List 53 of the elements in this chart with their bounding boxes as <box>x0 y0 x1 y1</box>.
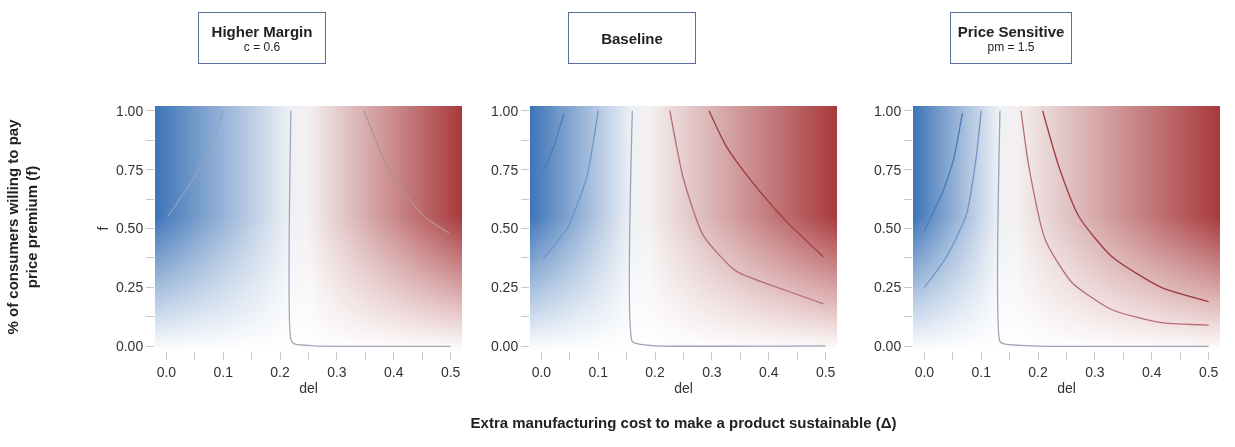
y-axis-title: f <box>94 226 111 231</box>
x-axis-title: del <box>674 380 693 397</box>
y-tick-label: 0.00 <box>873 338 902 355</box>
line-series <box>1020 110 1210 326</box>
chart-title: Baseline <box>600 29 664 47</box>
y-tick-label: 1.00 <box>490 102 519 119</box>
x-tick-label: 0.4 <box>1142 363 1162 380</box>
x-tick-label: 0.3 <box>327 363 347 380</box>
chart-title: Price Sensitive <box>956 22 1066 40</box>
x-tick-label: 0.1 <box>213 363 234 380</box>
x-tick-label: 0.1 <box>971 363 992 380</box>
y-tick-label: 0.75 <box>873 161 902 178</box>
chart-subtitle: c = 0.6 <box>243 39 281 54</box>
y-tick-label: 0.00 <box>490 338 519 355</box>
line-series <box>923 110 982 289</box>
line-series <box>669 110 825 305</box>
y-tick-label: 0.75 <box>115 161 144 178</box>
line-series <box>1041 110 1210 303</box>
x-tick-label: 0.4 <box>384 363 404 380</box>
chart-title: Higher Margin <box>210 22 314 40</box>
y-tick-label: 1.00 <box>873 102 902 119</box>
text: % of consumers willing to pay price premium (f) <box>3 118 41 337</box>
x-tick-label: 0.3 <box>702 363 722 380</box>
x-tick-label: 0.2 <box>1028 363 1049 380</box>
chart-subtitle: pm = 1.5 <box>986 39 1036 54</box>
y-tick-label: 1.00 <box>115 102 144 119</box>
x-axis-title: del <box>1057 380 1076 397</box>
line-series <box>363 110 451 234</box>
x-tick-label: 0.1 <box>588 363 609 380</box>
line-series <box>923 112 964 232</box>
line-series <box>542 110 599 260</box>
line-series <box>708 110 825 258</box>
y-tick-label: 0.50 <box>490 220 519 237</box>
y-tick-label: 0.00 <box>115 338 144 355</box>
x-tick-label: 0.0 <box>914 363 935 380</box>
y-tick-label: 0.25 <box>490 279 519 296</box>
y-tick-label: 0.50 <box>873 220 902 237</box>
y-tick-label: 0.50 <box>115 220 144 237</box>
x-tick-label: 0.4 <box>759 363 779 380</box>
x-tick-label: 0.5 <box>815 363 836 380</box>
x-tick-label: 0.5 <box>440 363 461 380</box>
x-tick-label: 0.2 <box>270 363 291 380</box>
x-tick-label: 0.2 <box>645 363 666 380</box>
x-tick-label: 0.0 <box>531 363 552 380</box>
line-series <box>166 110 224 218</box>
y-tick-label: 0.25 <box>115 279 144 296</box>
x-tick-label: 0.3 <box>1085 363 1105 380</box>
x-tick-label: 0.0 <box>156 363 177 380</box>
y-tick-label: 0.25 <box>873 279 902 296</box>
text: Extra manufacturing cost to make a product sustainable (Δ) <box>469 414 898 431</box>
x-axis-title: del <box>299 380 318 397</box>
x-tick-label: 0.5 <box>1198 363 1219 380</box>
y-tick-label: 0.75 <box>490 161 519 178</box>
